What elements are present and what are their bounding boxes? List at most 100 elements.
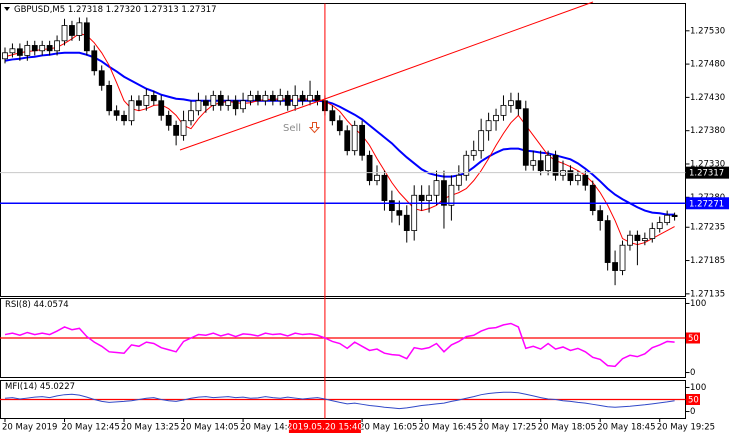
candle-body <box>545 154 552 172</box>
candle-body <box>381 174 388 202</box>
candle-body <box>329 110 336 122</box>
candle-body <box>143 94 150 106</box>
x-tick-label: 20 May 18:45 <box>597 423 655 433</box>
candle-body <box>351 124 358 152</box>
candle-body <box>299 94 306 102</box>
candle-body <box>619 244 626 271</box>
y-tick-label: 1.27235 <box>690 223 725 233</box>
candle-body <box>567 170 574 182</box>
main-panel <box>0 3 686 297</box>
candle-body <box>98 70 105 86</box>
x-tick-label: 20 May 2019 <box>2 423 57 433</box>
candle-body <box>106 85 113 112</box>
candle-body <box>262 94 269 102</box>
candle-body <box>136 100 142 106</box>
candle-body <box>664 214 671 223</box>
price-label: 1.27271 <box>689 199 724 209</box>
y-tick-label: 100 <box>690 299 706 309</box>
indicator-line <box>4 391 675 410</box>
x-tick-label: 20 May 16:45 <box>419 423 477 433</box>
candle-body <box>627 234 633 246</box>
candle-body <box>448 184 455 206</box>
candle-body <box>478 130 485 152</box>
candle-body <box>307 94 313 102</box>
candle-body <box>54 40 60 52</box>
y-tick-label: 1.27430 <box>690 93 725 103</box>
level-label: 50 <box>688 396 699 406</box>
candle-body <box>9 48 16 54</box>
panel-title: MFI(14) 45.0227 <box>5 382 75 392</box>
sell-label: Sell <box>283 123 301 134</box>
level-label-box <box>686 332 700 344</box>
candle-body <box>634 234 641 241</box>
y-tick-label: 0 <box>690 407 695 417</box>
y-tick-label: 1.27185 <box>690 256 725 266</box>
candle-body <box>2 52 8 60</box>
candle-body <box>641 238 648 241</box>
candle-body <box>344 130 351 152</box>
x-tick-label: 20 May 19:25 <box>657 423 715 433</box>
candle-body <box>470 150 477 156</box>
candle-body <box>16 48 23 56</box>
candle-body <box>671 214 678 217</box>
candle-body <box>91 50 98 72</box>
candle-body <box>649 228 656 239</box>
candle-body <box>39 45 46 52</box>
candle-body <box>396 210 403 216</box>
candle-body <box>597 210 604 221</box>
candle-body <box>366 154 373 182</box>
candle-body <box>76 22 83 36</box>
panel-title: GBPUSD,M5 1.27318 1.27320 1.27313 1.2731… <box>14 5 217 15</box>
candle-body <box>202 100 209 106</box>
candle-body <box>582 174 589 186</box>
bid-label-box <box>686 166 729 179</box>
y-tick-label: 1.27330 <box>690 159 725 169</box>
candle-body <box>314 94 321 102</box>
x-tick-label: 20 May 17:25 <box>478 423 536 433</box>
candle-body <box>113 110 120 116</box>
candle-body <box>612 262 618 271</box>
candle-body <box>240 100 246 110</box>
candle-body <box>232 100 239 110</box>
trend-line <box>321 1 594 101</box>
y-tick-label: 1.27530 <box>690 26 725 36</box>
candle-body <box>403 214 410 231</box>
candle-body <box>574 174 581 182</box>
candle-body <box>522 108 529 166</box>
level-label: 50 <box>688 334 699 344</box>
x-tick-label: 20 May 14:05 <box>181 423 239 433</box>
x-tick-label: 20 May 16:05 <box>359 423 417 433</box>
candle-body <box>24 45 31 56</box>
candle-body <box>195 100 202 112</box>
x-tick-label: 20 May 12:45 <box>62 423 120 433</box>
candle-body <box>165 114 172 126</box>
candle-body <box>150 94 157 102</box>
x-tick-label: 20 May 18:05 <box>538 423 596 433</box>
candle-body <box>388 200 395 211</box>
price-label-box <box>686 197 729 210</box>
candle-body <box>61 25 68 42</box>
candle-body <box>463 154 470 176</box>
candle-body <box>433 180 440 196</box>
plot-layer: 1.27530 1.27480 1.27430 1.27380 1.27330 1.272… <box>0 3 725 433</box>
candle-body <box>604 220 611 263</box>
y-tick-label: 1.27380 <box>690 126 725 136</box>
candle-body <box>173 124 180 136</box>
candle-body <box>217 94 224 106</box>
x-tick-label: 20 May 13:25 <box>121 423 179 433</box>
candle-body <box>225 100 232 106</box>
candle-body <box>31 45 38 52</box>
candle-body <box>255 94 261 102</box>
y-tick-label: 1.27135 <box>690 289 725 299</box>
candle-body <box>508 100 514 106</box>
trend-line <box>179 99 323 151</box>
candle-body <box>359 124 366 156</box>
y-tick-label: 100 <box>690 383 706 393</box>
candle-body <box>188 110 194 122</box>
candle-body <box>158 100 165 116</box>
candle-body <box>247 94 254 102</box>
sell-arrow <box>308 122 321 134</box>
candle-body <box>485 120 492 132</box>
